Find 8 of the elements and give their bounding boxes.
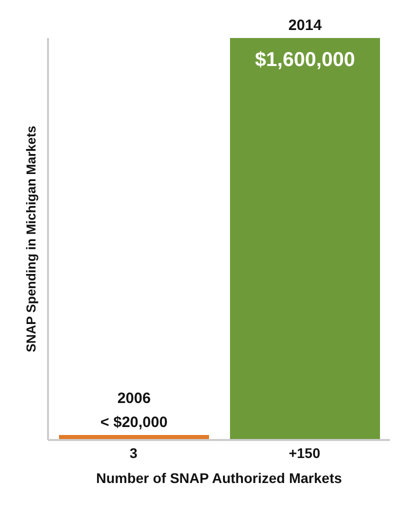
x-axis-title: Number of SNAP Authorized Markets bbox=[96, 470, 342, 486]
data-label: < $20,000 bbox=[100, 414, 168, 431]
data-label: $1,600,000 bbox=[254, 49, 356, 71]
y-axis-title: SNAP Spending in Michigan Markets bbox=[24, 126, 39, 352]
annotation: 2014 bbox=[288, 17, 322, 34]
x-tick-label: 3 bbox=[130, 444, 138, 461]
annotation: 2006 bbox=[117, 390, 151, 407]
x-tick-label: +150 bbox=[288, 444, 320, 461]
